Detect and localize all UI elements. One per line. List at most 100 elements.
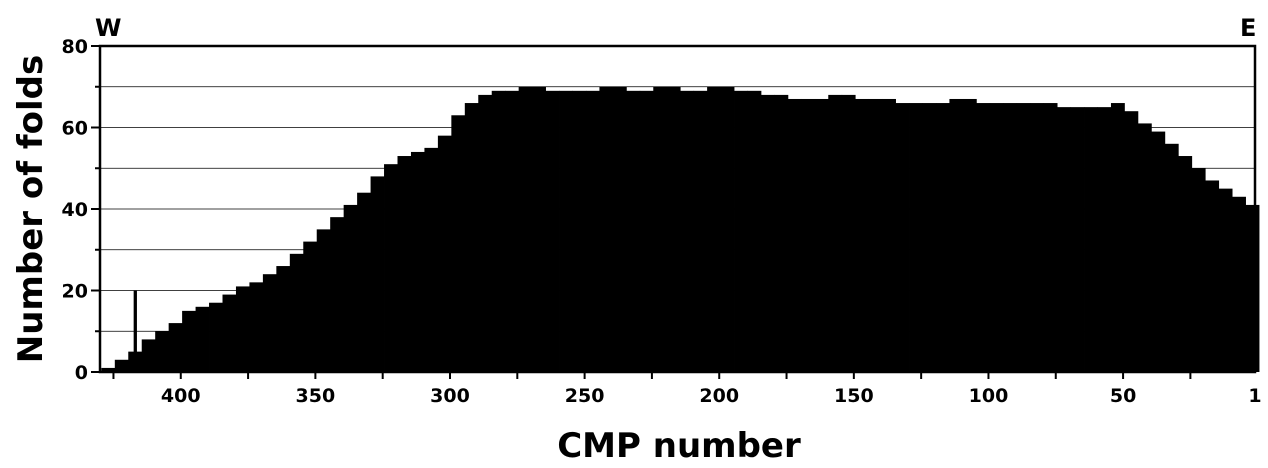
fold-bar [478, 94, 493, 373]
fold-bar [895, 103, 910, 373]
x-tick-label: 400 [161, 385, 201, 407]
fold-bar [680, 90, 695, 372]
fold-bar [707, 86, 721, 372]
fold-bar [1205, 180, 1220, 372]
x-tick-label: 1 [1248, 385, 1261, 407]
fold-bar [141, 339, 156, 372]
fold-bar [653, 86, 668, 372]
x-axis: 400 350 300 250 200 150 100 50 1 [112, 372, 1262, 407]
fold-bar [1218, 188, 1233, 372]
corner-label-west: W [95, 14, 121, 42]
fold-bar [774, 94, 789, 373]
x-tick-label: 250 [565, 385, 605, 407]
fold-bar [1151, 131, 1166, 372]
fold-bar [828, 94, 843, 373]
fold-bar [222, 294, 237, 372]
y-axis: 0 20 40 60 80 [62, 36, 100, 384]
fold-bar [276, 266, 291, 372]
fold-bar [962, 98, 977, 372]
fold-bar [976, 103, 991, 373]
y-tick-label: 0 [75, 362, 88, 384]
y-axis-title: Number of folds [11, 55, 51, 363]
fold-bar [559, 90, 573, 372]
y-tick-label: 60 [62, 118, 88, 140]
fold-bar [518, 86, 533, 372]
fold-bars [101, 86, 1260, 373]
corner-label-east: E [1240, 14, 1256, 42]
fold-bar [505, 90, 520, 372]
fold-bar [397, 156, 412, 372]
fold-bar [437, 135, 452, 372]
y-tick-label: 20 [62, 281, 88, 303]
fold-bar [289, 253, 304, 372]
fold-bar [814, 98, 829, 372]
x-axis-title: CMP number [557, 426, 801, 466]
fold-bar [424, 147, 439, 372]
fold-bar [1016, 103, 1031, 373]
fold-spike [1154, 245, 1158, 372]
x-tick-label: 150 [834, 385, 874, 407]
fold-bar [1137, 123, 1152, 372]
fold-bar [1057, 107, 1071, 372]
fold-bar [855, 98, 870, 372]
fold-bar [1030, 103, 1045, 373]
fold-bar [195, 306, 210, 372]
fold-bar [612, 86, 627, 372]
x-tick-label: 200 [699, 385, 739, 407]
fold-bar [720, 86, 735, 372]
fold-bar [666, 86, 681, 372]
fold-bar [491, 90, 506, 372]
y-tick-label: 80 [62, 36, 88, 58]
x-tick-label: 300 [430, 385, 470, 407]
fold-bar [410, 151, 425, 372]
fold-bar [1191, 168, 1206, 372]
fold-bar [922, 103, 937, 373]
fold-bar [935, 103, 950, 373]
fold-bar [747, 90, 762, 372]
fold-bar [532, 86, 546, 372]
fold-bar [343, 204, 358, 372]
fold-bar [868, 98, 883, 372]
fold-bar [303, 241, 318, 372]
fold-bar [1110, 103, 1125, 373]
fold-bar [909, 103, 923, 373]
fold-bar [1124, 111, 1139, 372]
fold-bar [626, 90, 641, 372]
fold-bar [545, 90, 560, 372]
fold-bar [464, 103, 479, 373]
fold-bar [693, 90, 708, 372]
fold-bar [451, 115, 466, 373]
fold-bar [639, 90, 654, 372]
fold-bar [330, 217, 345, 372]
x-tick-label: 350 [296, 385, 336, 407]
fold-bar [101, 367, 116, 372]
fold-bar [1178, 156, 1193, 372]
x-tick-label: 50 [1110, 385, 1136, 407]
x-tick-label: 100 [969, 385, 1009, 407]
fold-bar [168, 323, 183, 372]
fold-bar [1003, 103, 1018, 373]
fold-bar [1043, 103, 1058, 373]
fold-bar [114, 359, 129, 372]
fold-bar [572, 90, 587, 372]
fold-bar [734, 90, 748, 372]
fold-bar [316, 229, 331, 372]
fold-bar [155, 331, 170, 372]
fold-bar [262, 274, 277, 372]
fold-bar [1097, 107, 1112, 372]
fold-spike [133, 290, 137, 372]
fold-bar [384, 164, 398, 372]
fold-bar [989, 103, 1004, 373]
y-tick-label: 40 [62, 199, 88, 221]
fold-bar [841, 94, 856, 373]
fold-bar [1245, 204, 1260, 372]
fold-bar [1232, 196, 1246, 372]
fold-bar [585, 90, 600, 372]
fold-bar [599, 86, 614, 372]
fold-bar [1084, 107, 1098, 372]
fold-bar [235, 286, 250, 372]
fold-bar [209, 302, 223, 372]
fold-bar [801, 98, 816, 372]
fold-bar [249, 282, 264, 372]
